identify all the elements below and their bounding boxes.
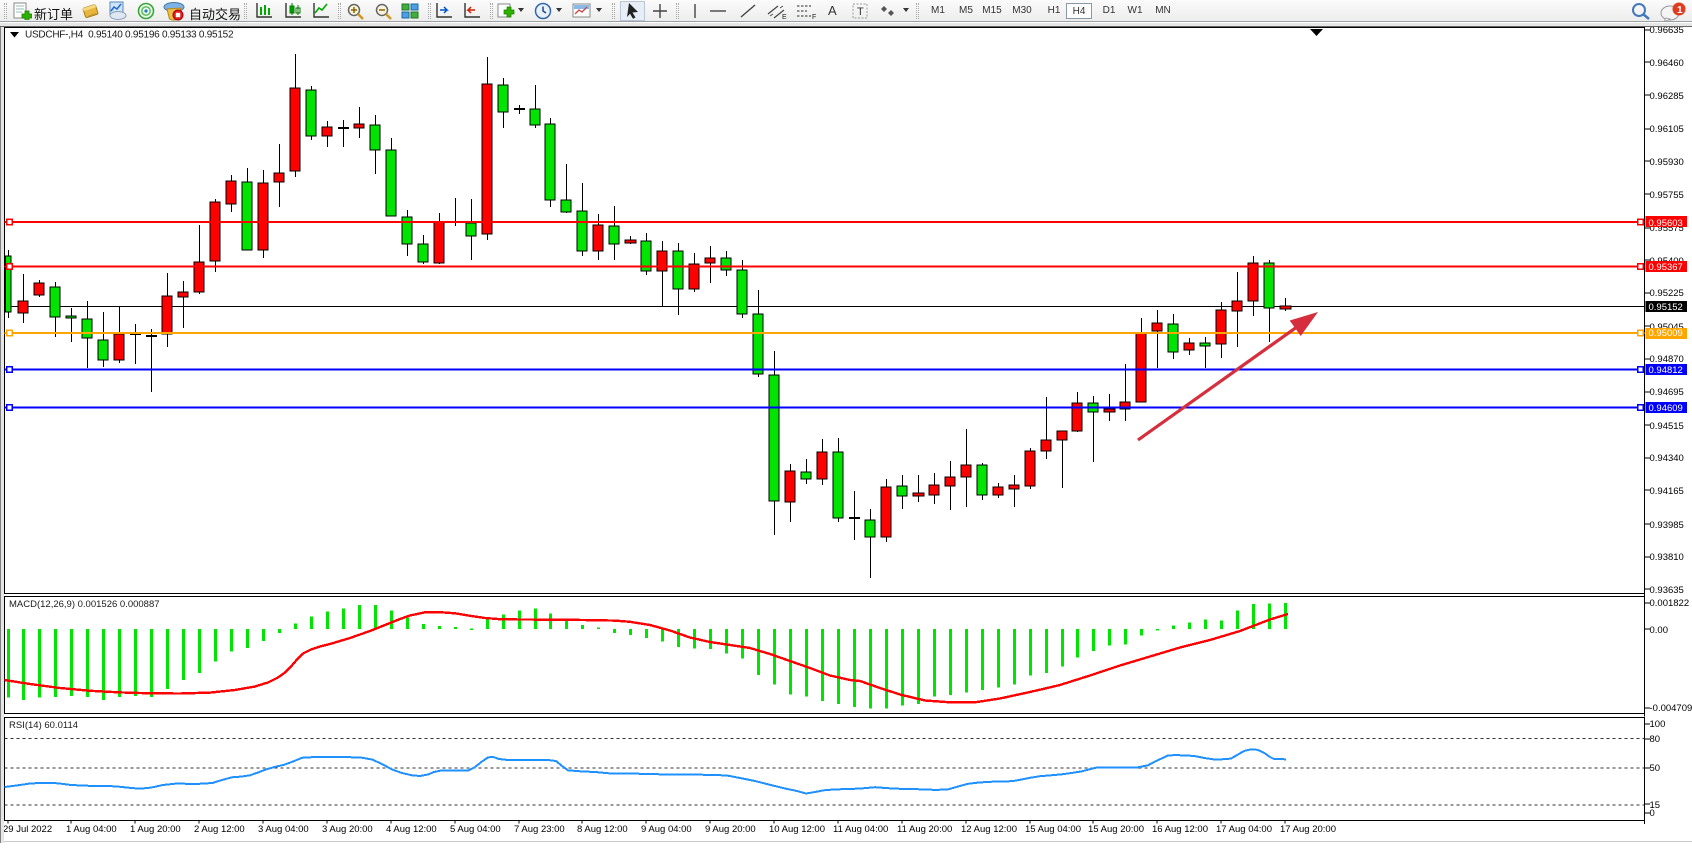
svg-text:1 Aug 04:00: 1 Aug 04:00	[66, 824, 117, 835]
svg-text:T: T	[857, 6, 864, 18]
svg-text:F: F	[812, 14, 816, 20]
svg-text:0.00: 0.00	[1650, 625, 1669, 636]
svg-text:-0.004709: -0.004709	[1650, 703, 1692, 714]
svg-text:0.94812: 0.94812	[1649, 365, 1683, 376]
svg-text:0.93810: 0.93810	[1650, 552, 1684, 563]
svg-text:17 Aug 04:00: 17 Aug 04:00	[1216, 824, 1272, 835]
svg-text:E: E	[782, 14, 787, 20]
svg-text:5 Aug 04:00: 5 Aug 04:00	[450, 824, 501, 835]
svg-text:16 Aug 12:00: 16 Aug 12:00	[1152, 824, 1208, 835]
svg-text:0.001822: 0.001822	[1650, 598, 1690, 609]
svg-text:0.96105: 0.96105	[1650, 124, 1684, 135]
svg-text:29 Jul 2022: 29 Jul 2022	[3, 824, 52, 835]
svg-text:12 Aug 12:00: 12 Aug 12:00	[961, 824, 1017, 835]
svg-text:0.94340: 0.94340	[1650, 453, 1684, 464]
svg-text:0.95225: 0.95225	[1650, 288, 1684, 299]
svg-text:0.95755: 0.95755	[1650, 190, 1684, 201]
svg-text:100: 100	[1650, 719, 1666, 730]
svg-text:0.94609: 0.94609	[1649, 403, 1683, 414]
svg-text:0.94165: 0.94165	[1650, 486, 1684, 497]
svg-text:15 Aug 04:00: 15 Aug 04:00	[1025, 824, 1081, 835]
svg-text:0.95930: 0.95930	[1650, 157, 1684, 168]
svg-text:0.93985: 0.93985	[1650, 520, 1684, 531]
svg-text:0.94515: 0.94515	[1650, 421, 1684, 432]
svg-text:0.94695: 0.94695	[1650, 387, 1684, 398]
svg-text:7 Aug 23:00: 7 Aug 23:00	[514, 824, 565, 835]
svg-text:9 Aug 20:00: 9 Aug 20:00	[705, 824, 756, 835]
svg-text:50: 50	[1650, 763, 1661, 774]
svg-text:0.95152: 0.95152	[1649, 302, 1683, 313]
svg-text:USDCHF-,H4 0.95140 0.95196 0.: USDCHF-,H4 0.95140 0.95196 0.95133 0.951…	[25, 30, 234, 41]
svg-text:0.93635: 0.93635	[1650, 585, 1684, 596]
svg-text:11 Aug 04:00: 11 Aug 04:00	[833, 824, 888, 835]
svg-text:MACD(12,26,9) 0.001526 0.00088: MACD(12,26,9) 0.001526 0.000887	[9, 599, 160, 610]
svg-text:4 Aug 12:00: 4 Aug 12:00	[386, 824, 437, 835]
svg-text:3 Aug 04:00: 3 Aug 04:00	[258, 824, 309, 835]
svg-text:0: 0	[1650, 808, 1655, 819]
svg-text:11 Aug 20:00: 11 Aug 20:00	[897, 824, 952, 835]
svg-text:RSI(14) 60.0114: RSI(14) 60.0114	[9, 720, 78, 731]
svg-text:0.96460: 0.96460	[1650, 58, 1684, 69]
svg-text:0.95367: 0.95367	[1649, 262, 1683, 273]
svg-text:2 Aug 12:00: 2 Aug 12:00	[194, 824, 245, 835]
svg-text:0.95603: 0.95603	[1649, 218, 1683, 229]
svg-text:0.95009: 0.95009	[1649, 328, 1683, 339]
svg-text:3 Aug 20:00: 3 Aug 20:00	[322, 824, 373, 835]
svg-text:17 Aug 20:00: 17 Aug 20:00	[1280, 824, 1336, 835]
svg-text:8 Aug 12:00: 8 Aug 12:00	[577, 824, 628, 835]
svg-text:0.96285: 0.96285	[1650, 91, 1684, 102]
svg-text:1: 1	[1677, 5, 1683, 16]
svg-text:80: 80	[1650, 734, 1661, 745]
svg-text:1 Aug 20:00: 1 Aug 20:00	[130, 824, 181, 835]
svg-text:9 Aug 04:00: 9 Aug 04:00	[641, 824, 692, 835]
svg-text:15 Aug 20:00: 15 Aug 20:00	[1088, 824, 1144, 835]
svg-text:10 Aug 12:00: 10 Aug 12:00	[769, 824, 825, 835]
svg-text:0.94870: 0.94870	[1650, 354, 1684, 365]
